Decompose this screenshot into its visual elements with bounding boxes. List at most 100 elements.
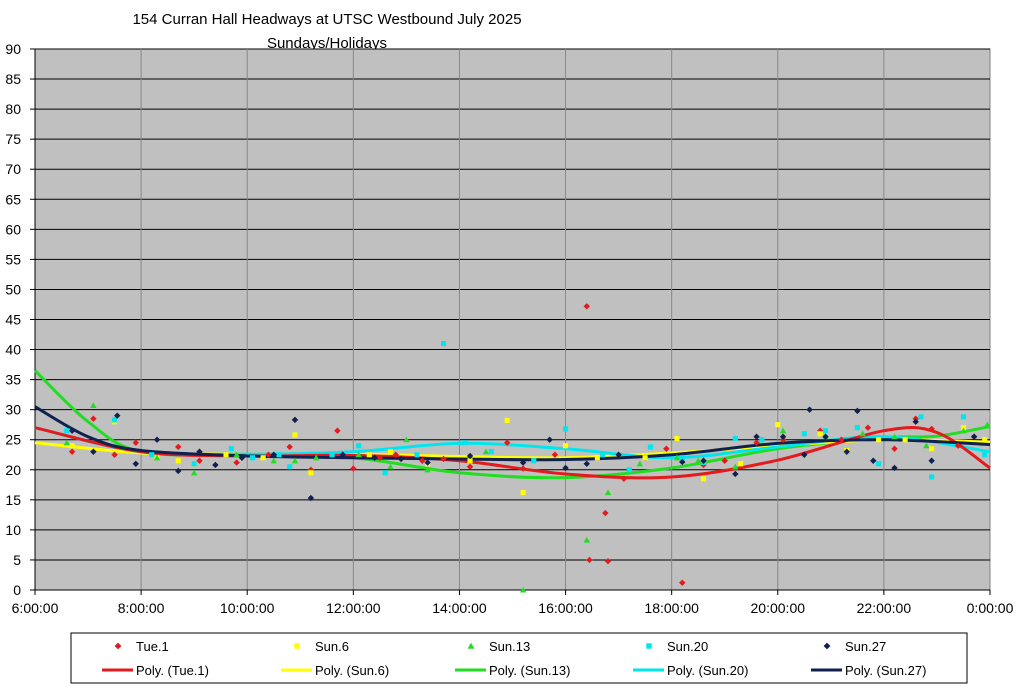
data-point-tue-1 (602, 509, 609, 517)
data-point-tue-1 (286, 443, 293, 451)
legend-marker-tue-1 (114, 642, 122, 650)
y-tick-label: 85 (5, 71, 21, 87)
data-point-tue-1 (864, 424, 872, 431)
data-point-sun-6 (642, 455, 648, 461)
data-point-tue-1 (68, 448, 76, 455)
data-point-tue-1 (233, 459, 240, 466)
y-tick-label: 70 (5, 161, 21, 177)
data-point-sun-13 (636, 460, 644, 467)
data-point-sun-13 (779, 427, 787, 434)
y-tick-label: 45 (5, 312, 21, 328)
data-point-sun-27 (583, 460, 590, 467)
data-point-sun-27 (843, 448, 850, 455)
data-point-sun-20 (801, 431, 807, 437)
data-point-sun-27 (153, 436, 161, 443)
data-point-sun-6 (366, 452, 372, 458)
data-point-sun-6 (876, 437, 882, 443)
y-tick-label: 10 (5, 522, 21, 538)
data-point-sun-6 (594, 455, 600, 461)
data-point-tue-1 (583, 303, 590, 310)
data-point-sun-27 (546, 436, 553, 443)
data-point-sun-27 (212, 461, 219, 469)
data-point-sun-27 (615, 451, 622, 458)
data-point-sun-13 (519, 586, 527, 593)
plot-area (34, 48, 991, 591)
data-point-sun-13 (63, 439, 71, 446)
data-point-sun-27 (753, 433, 760, 440)
data-point-tue-1 (891, 445, 898, 452)
legend-label-sun-27: Sun.27 (845, 639, 886, 654)
data-point-sun-13 (984, 421, 991, 428)
data-point-sun-20 (414, 452, 420, 458)
data-point-sun-6 (520, 490, 526, 496)
legend-label-sun-20: Sun.20 (667, 639, 708, 654)
data-point-sun-27 (291, 416, 299, 424)
data-point-sun-13 (673, 454, 681, 461)
data-point-tue-1 (350, 465, 357, 472)
data-point-sun-27 (562, 464, 569, 472)
y-tick-label: 25 (5, 432, 21, 448)
y-tick-label: 60 (5, 221, 21, 237)
data-point-sun-20 (488, 449, 494, 455)
data-point-sun-27 (424, 459, 431, 466)
data-point-sun-20 (440, 340, 447, 347)
x-tick-label: 8:00:00 (118, 600, 165, 616)
legend-box (70, 632, 968, 684)
data-point-sun-6 (69, 443, 75, 449)
data-point-sun-6 (738, 461, 744, 467)
x-tick-label: 12:00:00 (326, 600, 381, 616)
data-point-sun-20 (64, 428, 70, 434)
data-point-tue-1 (753, 439, 760, 446)
data-point-sun-6 (982, 437, 988, 443)
data-point-sun-27 (822, 433, 829, 440)
data-point-sun-27 (912, 418, 919, 425)
legend-trend-label-tue-1: Poly. (Tue.1) (136, 663, 209, 678)
data-point-sun-20 (329, 452, 335, 458)
y-tick-label: 90 (5, 41, 21, 57)
data-point-sun-13 (424, 466, 431, 473)
data-point-sun-6 (700, 476, 707, 482)
legend-label-tue-1: Tue.1 (136, 639, 169, 654)
data-point-sun-20 (356, 443, 362, 449)
data-point-sun-13 (403, 436, 410, 443)
data-point-sun-13 (312, 454, 320, 461)
data-point-sun-13 (270, 457, 277, 464)
data-point-tue-1 (440, 455, 447, 463)
data-point-sun-20 (191, 461, 197, 467)
legend-label-sun-13: Sun.13 (489, 639, 530, 654)
data-point-tue-1 (419, 457, 426, 464)
legend-marker-sun-27 (823, 642, 831, 650)
legend-marker-sun-13 (467, 642, 475, 649)
data-point-sun-27 (928, 457, 935, 464)
data-point-sun-20 (982, 452, 988, 458)
y-tick-label: 80 (5, 101, 21, 117)
data-point-sun-13 (694, 457, 702, 464)
data-points (63, 303, 991, 593)
data-point-tue-1 (586, 556, 593, 564)
y-tick-label: 55 (5, 251, 21, 267)
data-point-sun-27 (870, 457, 877, 464)
data-point-tue-1 (466, 463, 474, 470)
y-tick-label: 5 (13, 552, 21, 568)
x-tick-label: 10:00:00 (220, 600, 275, 616)
data-point-sun-27 (90, 448, 97, 455)
data-point-sun-20 (276, 452, 282, 458)
data-point-sun-20 (626, 467, 632, 473)
data-point-sun-20 (462, 440, 468, 446)
data-point-sun-27 (371, 454, 378, 461)
data-point-tue-1 (503, 439, 511, 446)
x-tick-label: 16:00:00 (538, 600, 593, 616)
x-tick-label: 6:00:00 (12, 600, 59, 616)
legend-trend-label-sun-20: Poly. (Sun.20) (667, 663, 748, 678)
data-point-sun-27 (806, 406, 813, 413)
data-point-tue-1 (132, 439, 140, 446)
y-tick-label: 40 (5, 342, 21, 358)
data-point-sun-13 (960, 427, 967, 434)
data-point-tue-1 (392, 451, 399, 458)
data-point-sun-20 (562, 426, 569, 432)
data-point-sun-20 (929, 474, 935, 480)
data-point-sun-6 (387, 449, 394, 455)
legend-trend-label-sun-13: Poly. (Sun.13) (489, 663, 570, 678)
legend-marker-sun-20 (646, 643, 652, 649)
